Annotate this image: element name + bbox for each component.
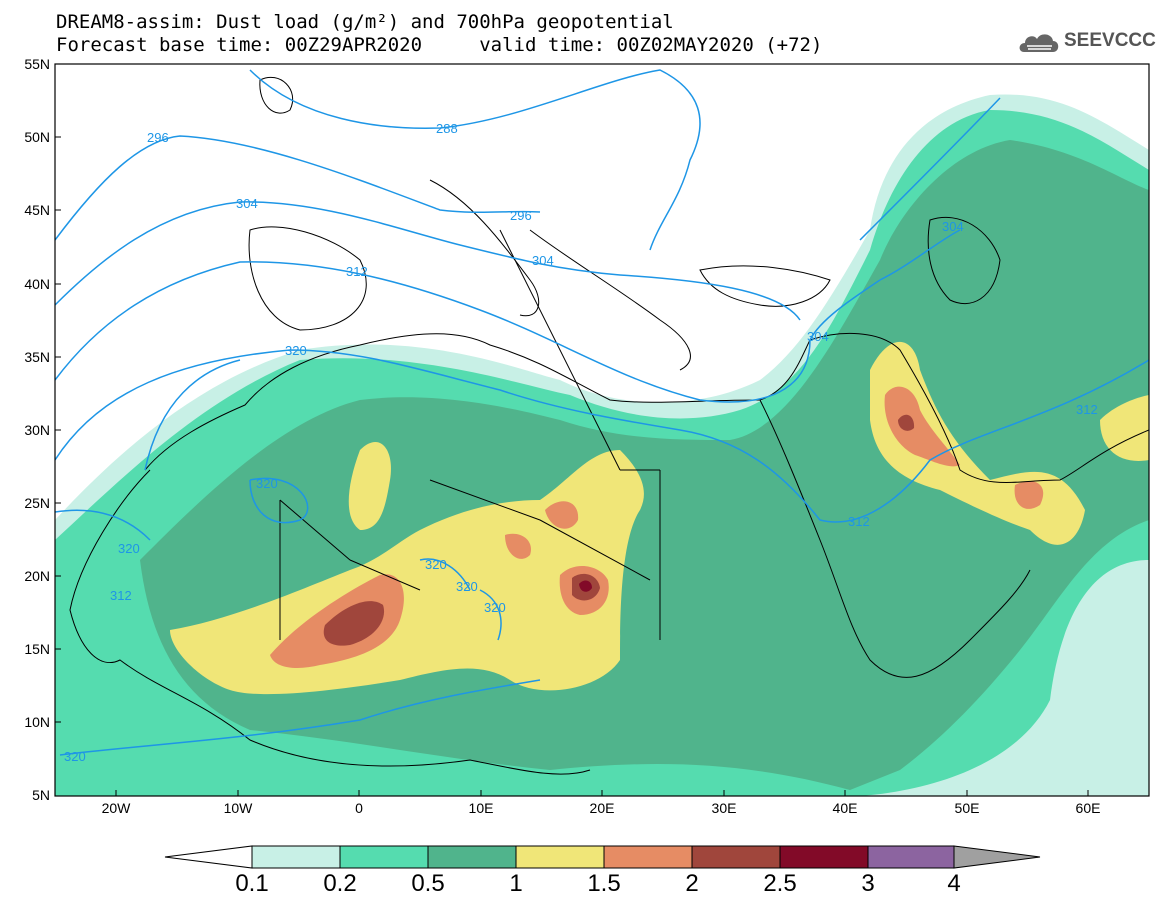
colorbar-label: 0.1 <box>235 870 269 897</box>
lon-label: 40E <box>832 800 858 816</box>
map-title-line-1: DREAM8-assim: Dust load (g/m²) and 700hP… <box>56 11 674 33</box>
lon-label: 0 <box>355 800 363 816</box>
contour-label: 320 <box>118 541 140 556</box>
dust-region-2.5 <box>579 580 592 592</box>
dust-region-1 <box>170 450 644 695</box>
contour-label: 304 <box>807 329 829 344</box>
map-title-line-2: Forecast base time: 00Z29APR2020 valid t… <box>56 34 823 56</box>
axis-ticks <box>55 63 1089 796</box>
contour-label: 312 <box>346 264 368 279</box>
lat-label: 35N <box>24 349 50 365</box>
contour-label: 312 <box>110 588 132 603</box>
lat-label: 30N <box>24 422 50 438</box>
logo-text: SEEVCCC <box>1064 30 1156 51</box>
contour-label: 296 <box>147 130 169 145</box>
colorbar <box>164 845 1041 869</box>
colorbar-label: 1 <box>509 870 523 897</box>
contour-label: 312 <box>1076 402 1098 417</box>
colorbar-label: 2.5 <box>763 870 797 897</box>
contour-label: 320 <box>484 600 506 615</box>
contour-label: 320 <box>256 476 278 491</box>
lat-label: 40N <box>24 276 50 292</box>
colorbar-label: 0.5 <box>411 870 445 897</box>
colorbar-label: 2 <box>685 870 699 897</box>
lon-label: 30E <box>711 800 737 816</box>
contour-label: 320 <box>64 749 86 764</box>
lat-label: 5N <box>32 787 50 803</box>
contour-label: 320 <box>285 343 307 358</box>
lon-label: 50E <box>954 800 980 816</box>
contour-label: 296 <box>510 208 532 223</box>
colorbar-label: 0.2 <box>323 870 357 897</box>
contour-label: 304 <box>236 196 258 211</box>
lat-label: 10N <box>24 714 50 730</box>
lat-label: 25N <box>24 495 50 511</box>
contour-label: 304 <box>942 219 964 234</box>
contour-label: 320 <box>425 557 447 572</box>
colorbar-label: 3 <box>861 870 875 897</box>
lon-label: 10W <box>223 800 253 816</box>
lat-label: 50N <box>24 129 50 145</box>
cloud-logo-icon <box>1019 34 1059 52</box>
contour-label: 312 <box>848 514 870 529</box>
lat-label: 45N <box>24 202 50 218</box>
dust-region-2 <box>323 601 385 646</box>
coastlines <box>69 76 1149 775</box>
lat-label: 15N <box>24 641 50 657</box>
lat-label: 20N <box>24 568 50 584</box>
colorbar-label: 1.5 <box>587 870 621 897</box>
lon-label: 20E <box>589 800 615 816</box>
lon-label: 10E <box>468 800 494 816</box>
contour-label: 304 <box>532 253 554 268</box>
colorbar-label: 4 <box>947 870 961 897</box>
lon-label: 60E <box>1075 800 1101 816</box>
contour-label: 320 <box>456 579 478 594</box>
lon-label: 20W <box>101 800 131 816</box>
geopotential-contours <box>55 69 1149 756</box>
contour-label: 288 <box>436 121 458 136</box>
lat-label: 55N <box>24 56 50 72</box>
